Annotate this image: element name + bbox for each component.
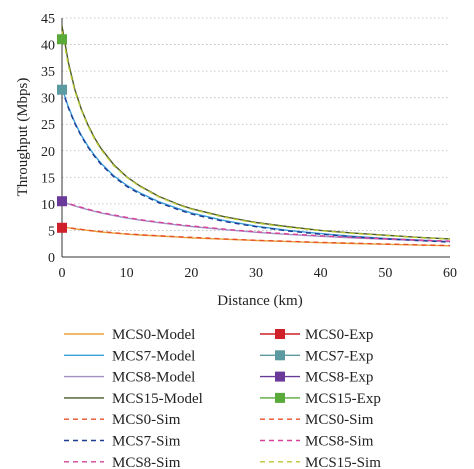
legend-label-mcs0-model: MCS0-Model xyxy=(112,327,195,343)
legend-label-mcs15-model: MCS15-Model xyxy=(112,391,203,407)
legend-label-mcs0-sim: MCS0-Sim xyxy=(112,412,181,428)
y-tick-label: 5 xyxy=(48,224,55,239)
x-tick-label: 0 xyxy=(59,266,66,281)
series-mcs8-sim xyxy=(61,200,451,242)
marker-mcs8-exp xyxy=(57,196,67,207)
legend-marker-mcs15-exp xyxy=(275,392,285,403)
legend-label-mcs8-sim: MCS8-Sim xyxy=(112,455,181,469)
x-tick-label: 30 xyxy=(249,266,263,281)
legend-label-mcs7-exp: MCS7-Exp xyxy=(305,348,373,364)
x-tick-label: 50 xyxy=(378,266,392,281)
legend-label-mcs8-exp: MCS8-Exp xyxy=(305,370,373,386)
legend-label-mcs15-exp: MCS15-Exp xyxy=(305,391,381,407)
series-mcs7-model xyxy=(61,87,451,243)
y-tick-label: 30 xyxy=(41,92,55,107)
legend-marker-mcs8-exp xyxy=(275,371,285,382)
legend-label-mcs7-sim: MCS7-Sim xyxy=(112,434,181,450)
legend-label-mcs8-sim: MCS8-Sim xyxy=(305,434,374,450)
legend-marker-mcs0-exp xyxy=(275,329,285,339)
legend-label-mcs7-model: MCS7-Model xyxy=(112,348,195,364)
x-tick-label: 10 xyxy=(120,266,134,281)
marker-mcs15-exp xyxy=(57,34,67,45)
legend-marker-mcs7-exp xyxy=(275,350,285,361)
legend-label-mcs15-sim: MCS15-Sim xyxy=(305,455,381,469)
y-tick-label: 40 xyxy=(41,39,55,54)
marker-mcs0-exp xyxy=(57,222,67,233)
y-tick-label: 20 xyxy=(41,145,55,160)
x-tick-label: 40 xyxy=(314,266,328,281)
y-tick-label: 45 xyxy=(41,12,55,27)
series-lines xyxy=(61,25,451,247)
series-mcs15-model xyxy=(61,25,451,240)
y-tick-label: 35 xyxy=(41,65,55,80)
series-mcs0-sim xyxy=(61,226,451,247)
series-mcs15-sim xyxy=(61,31,451,240)
marker-mcs7-exp xyxy=(57,84,67,95)
x-tick-label: 60 xyxy=(443,266,457,281)
grid xyxy=(62,17,450,231)
legend: MCS0-Model MCS7-Model MCS8-Model MCS15-Mode… xyxy=(64,327,381,469)
legend-label-mcs8-model: MCS8-Model xyxy=(112,370,195,386)
y-tick-label: 15 xyxy=(41,171,55,186)
series-mcs7-sim xyxy=(61,88,451,243)
x-tick-label: 20 xyxy=(184,266,198,281)
x-axis-title: Distance (km) xyxy=(217,293,302,309)
axes xyxy=(61,18,450,258)
y-axis-title: Throughput (Mbps) xyxy=(15,78,31,197)
tick-labels: 0 5 10 15 20 25 30 35 40 45 0 10 20 30 40 50 60 xyxy=(41,12,457,281)
y-tick-label: 10 xyxy=(41,198,55,213)
experimental-markers xyxy=(57,34,67,233)
y-tick-label: 25 xyxy=(41,118,55,133)
legend-label-mcs0-sim: MCS0-Sim xyxy=(305,412,374,428)
y-tick-label: 0 xyxy=(48,251,55,266)
legend-label-mcs0-exp: MCS0-Exp xyxy=(305,327,373,343)
